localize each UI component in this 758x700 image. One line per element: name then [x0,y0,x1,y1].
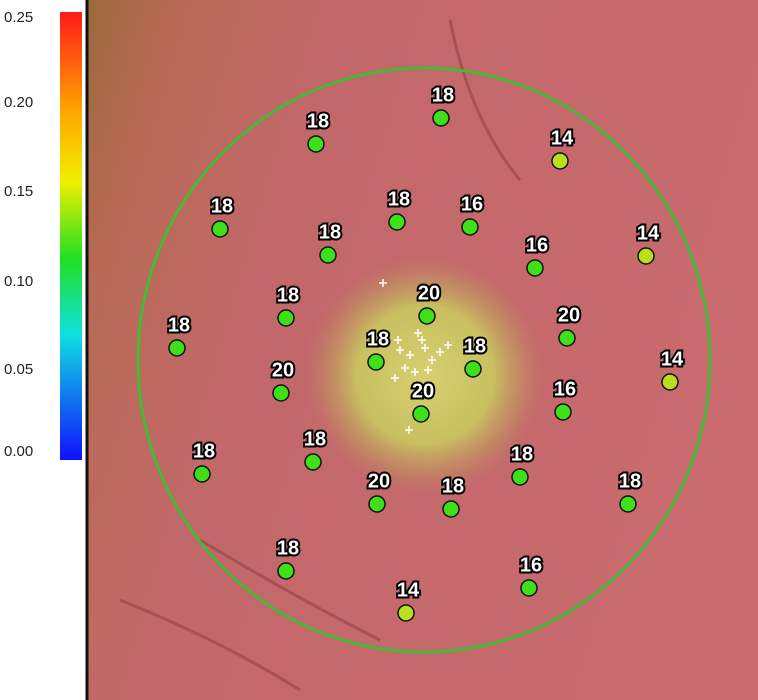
stimulus-dot [212,221,228,237]
sensitivity-label: 16 [554,378,576,400]
sensitivity-label: 18 [319,221,341,243]
sensitivity-label: 18 [619,470,641,492]
sensitivity-label: 18 [367,328,389,350]
stimulus-dot [555,404,571,420]
stimulus-dot [413,406,429,422]
stimulus-dot [305,454,321,470]
stimulus-dot [278,310,294,326]
sensitivity-label: 18 [193,440,215,462]
sensitivity-label: 18 [511,443,533,465]
stimulus-dot [368,354,384,370]
stimulus-dot [433,110,449,126]
sensitivity-label: 16 [526,234,548,256]
colorbar-tick-label: 0.10 [4,273,33,290]
sensitivity-label: 18 [307,110,329,132]
stimulus-dot [559,330,575,346]
sensitivity-label: 20 [558,304,580,326]
stimulus-dot [169,340,185,356]
colorbar-tick-label: 0.15 [4,183,33,200]
sensitivity-label: 18 [432,84,454,106]
stimulus-dot [320,247,336,263]
sensitivity-label: 20 [412,380,434,402]
sensitivity-label: 18 [442,475,464,497]
colorbar-tick-label: 0.25 [4,9,33,26]
sensitivity-label: 14 [551,127,574,149]
sensitivity-label: 18 [304,428,326,450]
stimulus-dot [465,361,481,377]
sensitivity-label: 16 [520,554,542,576]
sensitivity-label: 16 [461,193,483,215]
sensitivity-label: 18 [211,195,233,217]
stimulus-dot [462,219,478,235]
colorbar-tick-label: 0.20 [4,94,33,111]
stimulus-dot [443,501,459,517]
sensitivity-label: 20 [368,470,390,492]
stimulus-dot [398,605,414,621]
sensitivity-label: 14 [661,348,684,370]
stimulus-dot [521,580,537,596]
stimulus-dot [512,469,528,485]
stimulus-dot [620,496,636,512]
colorbar-tick-label: 0.05 [4,361,33,378]
sensitivity-label: 20 [418,282,440,304]
sensitivity-label: 14 [397,579,420,601]
stimulus-dot [194,466,210,482]
stimulus-dot [662,374,678,390]
stimulus-dot [308,136,324,152]
sensitivity-label: 18 [168,314,190,336]
sensitivity-label: 20 [272,359,294,381]
sensitivity-label: 18 [277,284,299,306]
colorbar-tick-label: 0.00 [4,443,33,460]
stimulus-dot [419,308,435,324]
sensitivity-label: 18 [277,537,299,559]
sensitivity-label: 18 [388,188,410,210]
stimulus-dot [552,153,568,169]
stimulus-dot [278,563,294,579]
sensitivity-label: 18 [464,335,486,357]
stimulus-dot [389,214,405,230]
stimulus-dot [273,385,289,401]
sensitivity-label: 14 [637,222,660,244]
microperimetry-view: 0.25 0.20 0.15 0.10 0.05 0.00 18 14 18 18 18 16 18 1… [0,0,758,700]
colorbar-ticks: 0.25 0.20 0.15 0.10 0.05 0.00 [4,9,33,460]
stimulus-dot [527,260,543,276]
colorbar [60,12,82,460]
stimulus-dot [369,496,385,512]
stimulus-dot [638,248,654,264]
